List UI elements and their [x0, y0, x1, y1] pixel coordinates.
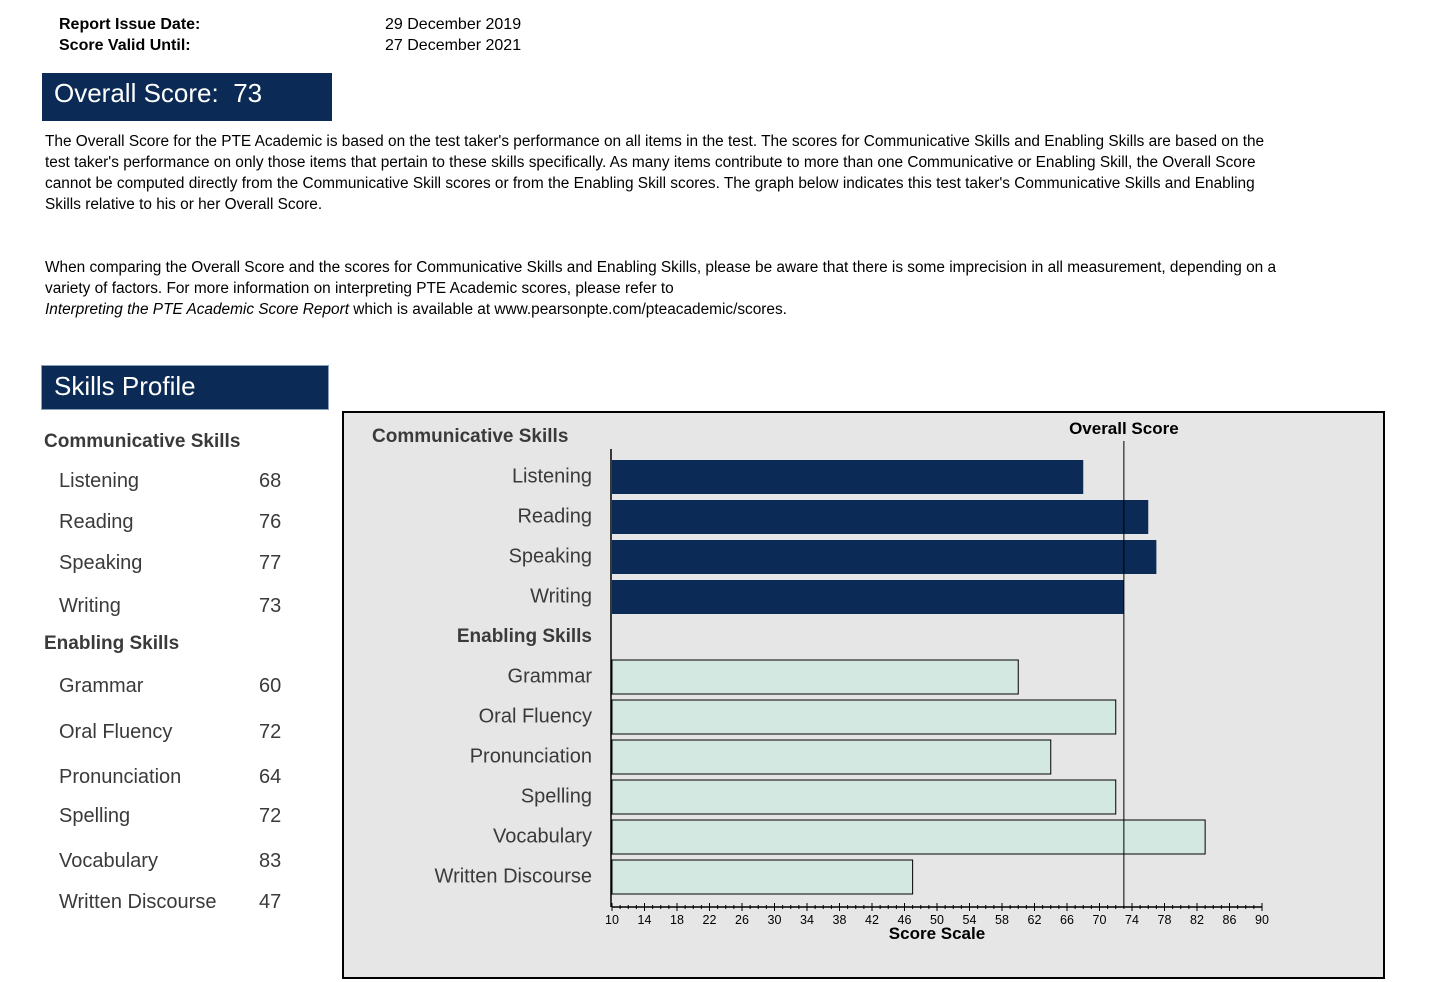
side-score-pronunciation: 64 [259, 766, 282, 788]
chart-label-spelling: Spelling [521, 785, 592, 807]
x-axis-title: Score Scale [889, 924, 985, 943]
description-paragraph-1: The Overall Score for the PTE Academic i… [45, 133, 1265, 213]
bar-writing [612, 580, 1124, 614]
skills-chart: Communicative Skills Listening Reading Spea… [342, 411, 1385, 979]
overall-score-label: Overall Score: [54, 78, 219, 108]
side-skill-writing: Writing [59, 595, 121, 617]
chart-label-speaking: Speaking [509, 545, 592, 567]
skills-profile-banner: Skills Profile [41, 365, 329, 410]
side-score-writing: 73 [259, 595, 282, 617]
enabling-skills-heading: Enabling Skills [44, 633, 180, 654]
skills-profile-title: Skills Profile [54, 371, 196, 401]
side-skill-reading: Reading [59, 511, 134, 533]
side-score-listening: 68 [259, 470, 282, 492]
x-tick-label-42: 42 [865, 913, 879, 927]
side-score-spelling: 72 [259, 805, 282, 827]
issue-date-value: 29 December 2019 [385, 16, 522, 33]
x-tick-label-86: 86 [1223, 913, 1237, 927]
side-skill-vocabulary: Vocabulary [59, 850, 158, 872]
chart-label-reading: Reading [517, 505, 592, 527]
side-skill-listening: Listening [59, 470, 140, 492]
x-tick-label-90: 90 [1255, 913, 1269, 927]
x-tick-label-30: 30 [768, 913, 782, 927]
x-tick-label-34: 34 [800, 913, 814, 927]
chart-label-written-discourse: Written Discourse [435, 865, 592, 887]
x-tick-label-50: 50 [930, 913, 944, 927]
side-score-oral-fluency: 72 [259, 721, 282, 743]
communicative-skills-heading: Communicative Skills [44, 431, 241, 452]
side-score-written-discourse: 47 [259, 891, 282, 913]
side-skill-spelling: Spelling [59, 805, 131, 827]
side-score-speaking: 77 [259, 552, 282, 574]
x-tick-label-74: 74 [1125, 913, 1139, 927]
skills-chart-svg: Communicative Skills Listening Reading Spea… [372, 419, 1269, 943]
x-tick-label-22: 22 [703, 913, 717, 927]
description-paragraph-2-tail: which is available at www.pearsonpte.com… [348, 301, 787, 318]
bar-spelling [611, 779, 1117, 815]
chart-label-oral-fluency: Oral Fluency [479, 705, 592, 727]
x-tick-label-58: 58 [995, 913, 1009, 927]
side-score-vocabulary: 83 [259, 850, 282, 872]
overall-score-banner: Overall Score: 73 [42, 73, 332, 121]
bar-grammar [611, 659, 1019, 695]
valid-until-value: 27 December 2021 [385, 37, 522, 54]
overall-score-value: 73 [233, 78, 263, 108]
description-paragraph-2-lead: When comparing the Overall Score and the… [45, 259, 1277, 297]
side-skill-written-discourse: Written Discourse [59, 891, 217, 913]
x-tick-label-38: 38 [833, 913, 847, 927]
side-score-grammar: 60 [259, 675, 282, 697]
x-tick-label-70: 70 [1093, 913, 1107, 927]
x-tick-label-54: 54 [963, 913, 977, 927]
overall-score-line-label: Overall Score [1069, 419, 1179, 438]
valid-until-label: Score Valid Until: [59, 37, 191, 54]
bar-oral-fluency [611, 699, 1117, 735]
description-paragraph-2-italic: Interpreting the PTE Academic Score Repo… [45, 301, 349, 318]
chart-group-heading-communicative-skills: Communicative Skills [372, 426, 568, 447]
x-tick-label-62: 62 [1028, 913, 1042, 927]
chart-label-vocabulary: Vocabulary [493, 825, 592, 847]
bar-pronunciation [611, 739, 1052, 775]
bar-speaking [612, 540, 1157, 574]
x-tick-label-82: 82 [1190, 913, 1204, 927]
x-tick-label-78: 78 [1158, 913, 1172, 927]
x-tick-label-66: 66 [1060, 913, 1074, 927]
bar-written-discourse [611, 859, 914, 895]
chart-label-listening: Listening [512, 465, 592, 487]
x-tick-label-14: 14 [638, 913, 652, 927]
x-tick-label-46: 46 [898, 913, 912, 927]
side-skill-oral-fluency: Oral Fluency [59, 721, 173, 743]
chart-group-heading-enabling-skills: Enabling Skills [457, 626, 592, 647]
bar-reading [612, 500, 1149, 534]
side-score-reading: 76 [259, 511, 282, 533]
side-skill-speaking: Speaking [59, 552, 143, 574]
x-tick-label-18: 18 [670, 913, 684, 927]
bar-vocabulary [611, 819, 1206, 855]
side-skill-pronunciation: Pronunciation [59, 766, 182, 788]
description-paragraph-2: When comparing the Overall Score and the… [45, 257, 1285, 320]
x-tick-label-26: 26 [735, 913, 749, 927]
bar-listening [612, 460, 1084, 494]
chart-label-grammar: Grammar [508, 665, 593, 687]
x-tick-label-10: 10 [605, 913, 619, 927]
chart-label-writing: Writing [530, 585, 592, 607]
issue-date-label: Report Issue Date: [59, 16, 201, 33]
side-skill-grammar: Grammar [59, 675, 144, 697]
chart-label-pronunciation: Pronunciation [470, 745, 592, 767]
